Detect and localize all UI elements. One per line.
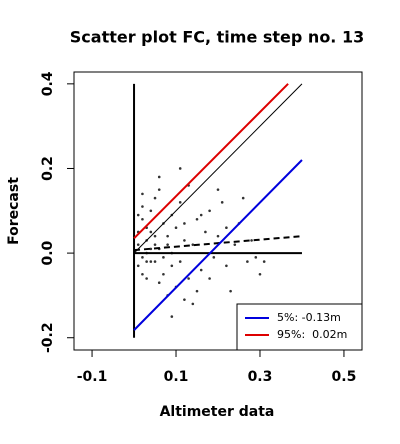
point [145,260,148,263]
x-tick-label: -0.1 [77,369,108,385]
point [141,217,144,221]
y-tick-label: -0.2 [40,322,56,353]
line [133,83,289,239]
point [225,226,228,230]
point [157,281,161,285]
point [208,209,211,213]
x-tick-label: 0.3 [248,369,273,385]
point [149,230,153,234]
point [136,243,140,246]
legend-box [236,303,363,351]
point [166,243,169,246]
point [199,213,203,217]
point [174,226,178,230]
x-axis-label: Altimeter data [160,404,275,420]
point [199,268,203,272]
point [220,201,224,204]
line [133,83,303,254]
point [149,247,153,251]
point [136,213,140,217]
point [157,188,161,191]
y-axis-label: Forecast [6,177,22,245]
point [262,260,266,263]
point [183,222,186,225]
point [170,264,174,268]
point [216,234,220,238]
point [250,239,253,242]
point [225,264,228,268]
point [233,243,237,246]
y-tick-label: 0.0 [40,240,56,265]
point [254,256,258,259]
point [212,256,216,259]
point [178,167,182,170]
point [183,298,186,301]
y-tick-label: 0.4 [40,71,56,96]
point [153,196,157,200]
point [195,217,199,221]
point [229,289,232,293]
line [133,159,303,331]
point [195,289,199,293]
point [178,260,182,263]
chart-title: Scatter plot FC, time step no. 13 [70,28,364,47]
point [166,234,169,238]
point [141,272,144,276]
point [136,264,140,268]
point [191,243,195,246]
point [162,256,165,259]
point [170,315,174,318]
line [133,235,303,252]
point [149,260,153,263]
point [216,188,220,191]
point [141,256,144,259]
x-tick-label: 0.1 [164,369,189,385]
point [153,260,157,263]
point [246,260,249,263]
point [208,277,211,280]
point [258,272,262,276]
point [162,272,165,276]
point [204,230,207,234]
y-tick-label: 0.2 [40,156,56,181]
point [157,175,161,179]
point [153,243,157,246]
point [191,302,195,306]
x-tick-label: 0.5 [332,369,357,385]
plot-box [73,71,363,351]
point [187,277,190,280]
legend-label: 5%: -0.13m [277,311,341,324]
point [141,205,144,208]
point [241,196,245,200]
legend-label: 95%: 0.02m [277,328,347,341]
point [149,209,153,213]
point [145,277,148,280]
point [141,192,144,196]
point [183,239,186,242]
point [153,234,157,238]
point [178,201,182,204]
